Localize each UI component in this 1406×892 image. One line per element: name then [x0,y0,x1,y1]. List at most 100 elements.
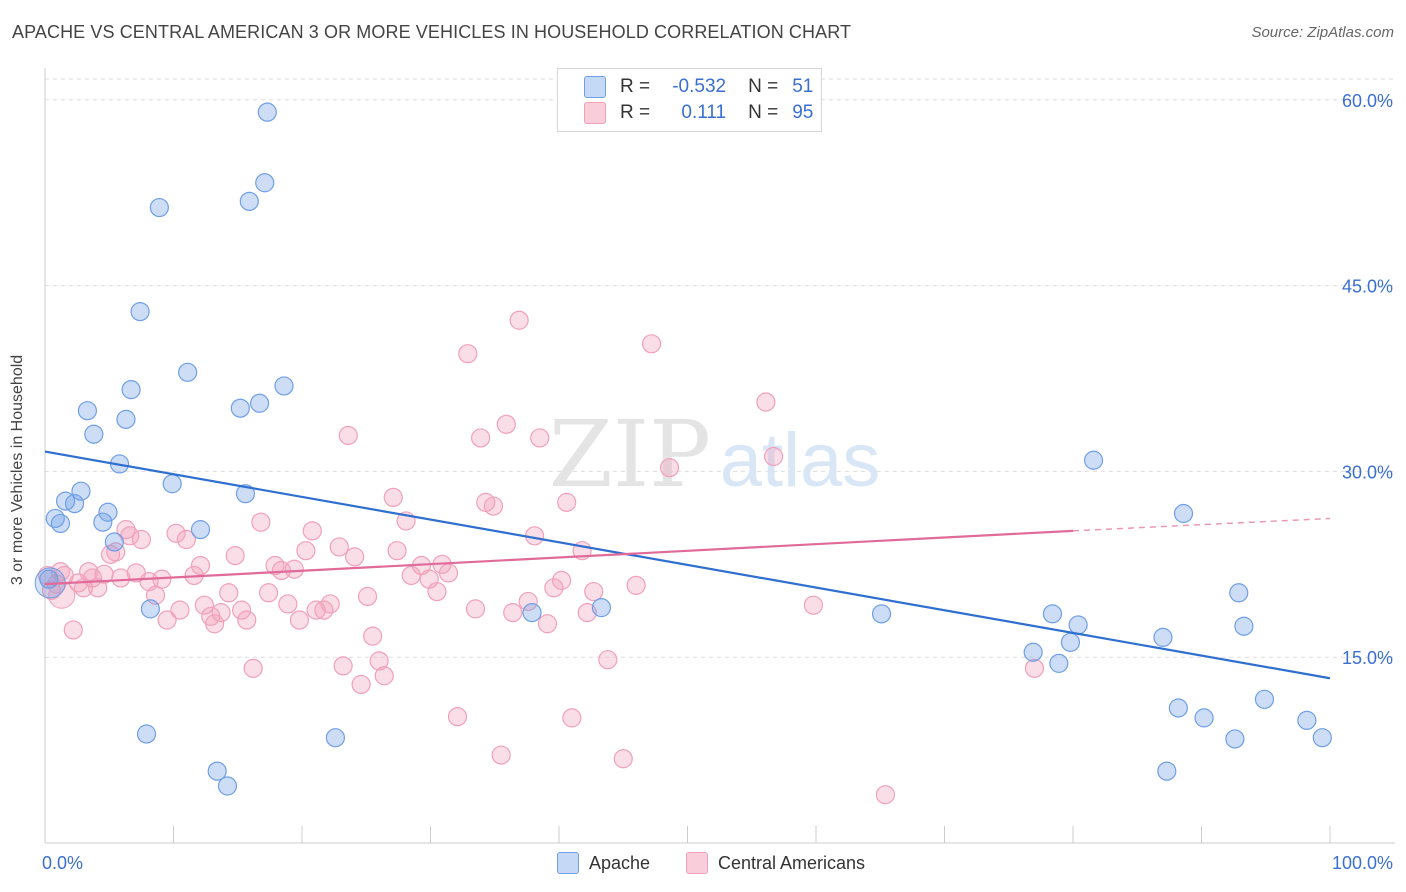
central-point [503,602,523,623]
central-point [320,594,340,614]
apache-point [1225,729,1245,749]
central-point [584,581,604,602]
r-value: -0.532 [672,76,727,97]
central-point [363,626,383,646]
apache-point [1049,653,1069,673]
legend-item-central: Central Americans [686,852,865,874]
central-point [41,580,62,600]
central-point [447,707,468,727]
central-point [258,583,279,603]
central-point [232,600,252,620]
x-tick-label: 100.0% [1332,853,1393,873]
apache-point [591,598,612,618]
apache-legend-swatch [557,852,579,874]
apache-trend-line [44,450,1331,680]
apache-point [1023,642,1043,662]
apache-point [207,761,227,781]
apache-point [71,481,91,501]
central-trend-extension [1072,517,1331,532]
central-point [351,674,371,695]
central-point [205,614,225,634]
x-tick-label: 0.0% [42,853,83,873]
central-point [530,428,550,448]
central-point [194,595,214,615]
apache-point [77,401,98,421]
apache-point [130,301,150,322]
central-point [577,602,597,623]
central-point [465,599,486,619]
central-point [333,656,353,676]
central-point [100,544,121,564]
apache-point [217,776,238,796]
apache-point [1060,632,1081,652]
watermark: ZIP atlas [549,401,880,508]
central-point [251,512,271,532]
apache-point [239,191,259,211]
central-point [641,334,662,354]
central-point [278,594,298,614]
chart-title: APACHE VS CENTRAL AMERICAN 3 OR MORE VEH… [12,22,852,42]
y-tick-label: 30.0% [1342,462,1393,482]
central-point [401,565,421,586]
source-label: Source: ZipAtlas.com [1251,24,1394,41]
central-point [537,614,558,634]
central-point [190,555,211,576]
apache-point [1083,450,1104,470]
central-point [306,600,326,620]
apache-point [274,376,294,396]
apache-point [149,197,169,218]
central-point [1024,658,1045,678]
trend-lines [44,450,1331,680]
apache-point [1194,708,1214,728]
central-point [763,446,784,467]
central-point [106,542,126,562]
central-point [374,666,394,686]
apache-point [1234,616,1254,636]
central-legend-swatch [686,852,708,874]
apache-point [121,380,141,400]
central-point [296,541,316,561]
apache-legend-label: Apache [589,852,651,873]
apache-point [325,728,346,748]
central-point [598,650,618,670]
central-point [562,708,582,728]
central-point [613,749,633,769]
apache-point [1042,604,1063,624]
central-swatch [584,102,606,124]
y-tick-label: 60.0% [1342,91,1393,111]
central-point [387,541,407,561]
central-point [338,425,358,446]
central-point [157,610,177,630]
apache-point [1229,583,1249,603]
stats-legend: R = -0.532 N = 51 R = 0.111 N = 95 [557,68,822,132]
apache-swatch [584,76,606,98]
central-point [427,581,447,602]
central-point [329,537,349,557]
central-point [243,658,263,678]
legend-row-central: R = 0.111 N = 95 [584,101,813,125]
watermark-atlas: atlas [720,418,881,503]
central-point [166,523,186,543]
apache-point [230,398,250,418]
central-point [438,563,459,583]
central-point [875,785,895,805]
central-point [383,487,403,507]
legend-row-apache: R = -0.532 N = 51 [584,75,813,99]
apache-point [93,512,113,532]
apache-point [1254,689,1275,709]
central-point [496,414,516,434]
central-point [345,547,365,567]
apache-point [1312,728,1332,748]
central-point [265,555,285,576]
apache-point [257,102,277,122]
central-legend-label: Central Americans [718,852,866,873]
central-americans-points [37,310,1045,805]
r-label: R = [620,102,651,123]
central-point [369,651,389,671]
y-tick-label: 45.0% [1342,277,1393,297]
axes [44,68,1395,844]
apache-point [136,724,157,744]
n-value: 51 [792,76,814,97]
central-point [357,586,378,607]
apache-point [116,409,136,429]
